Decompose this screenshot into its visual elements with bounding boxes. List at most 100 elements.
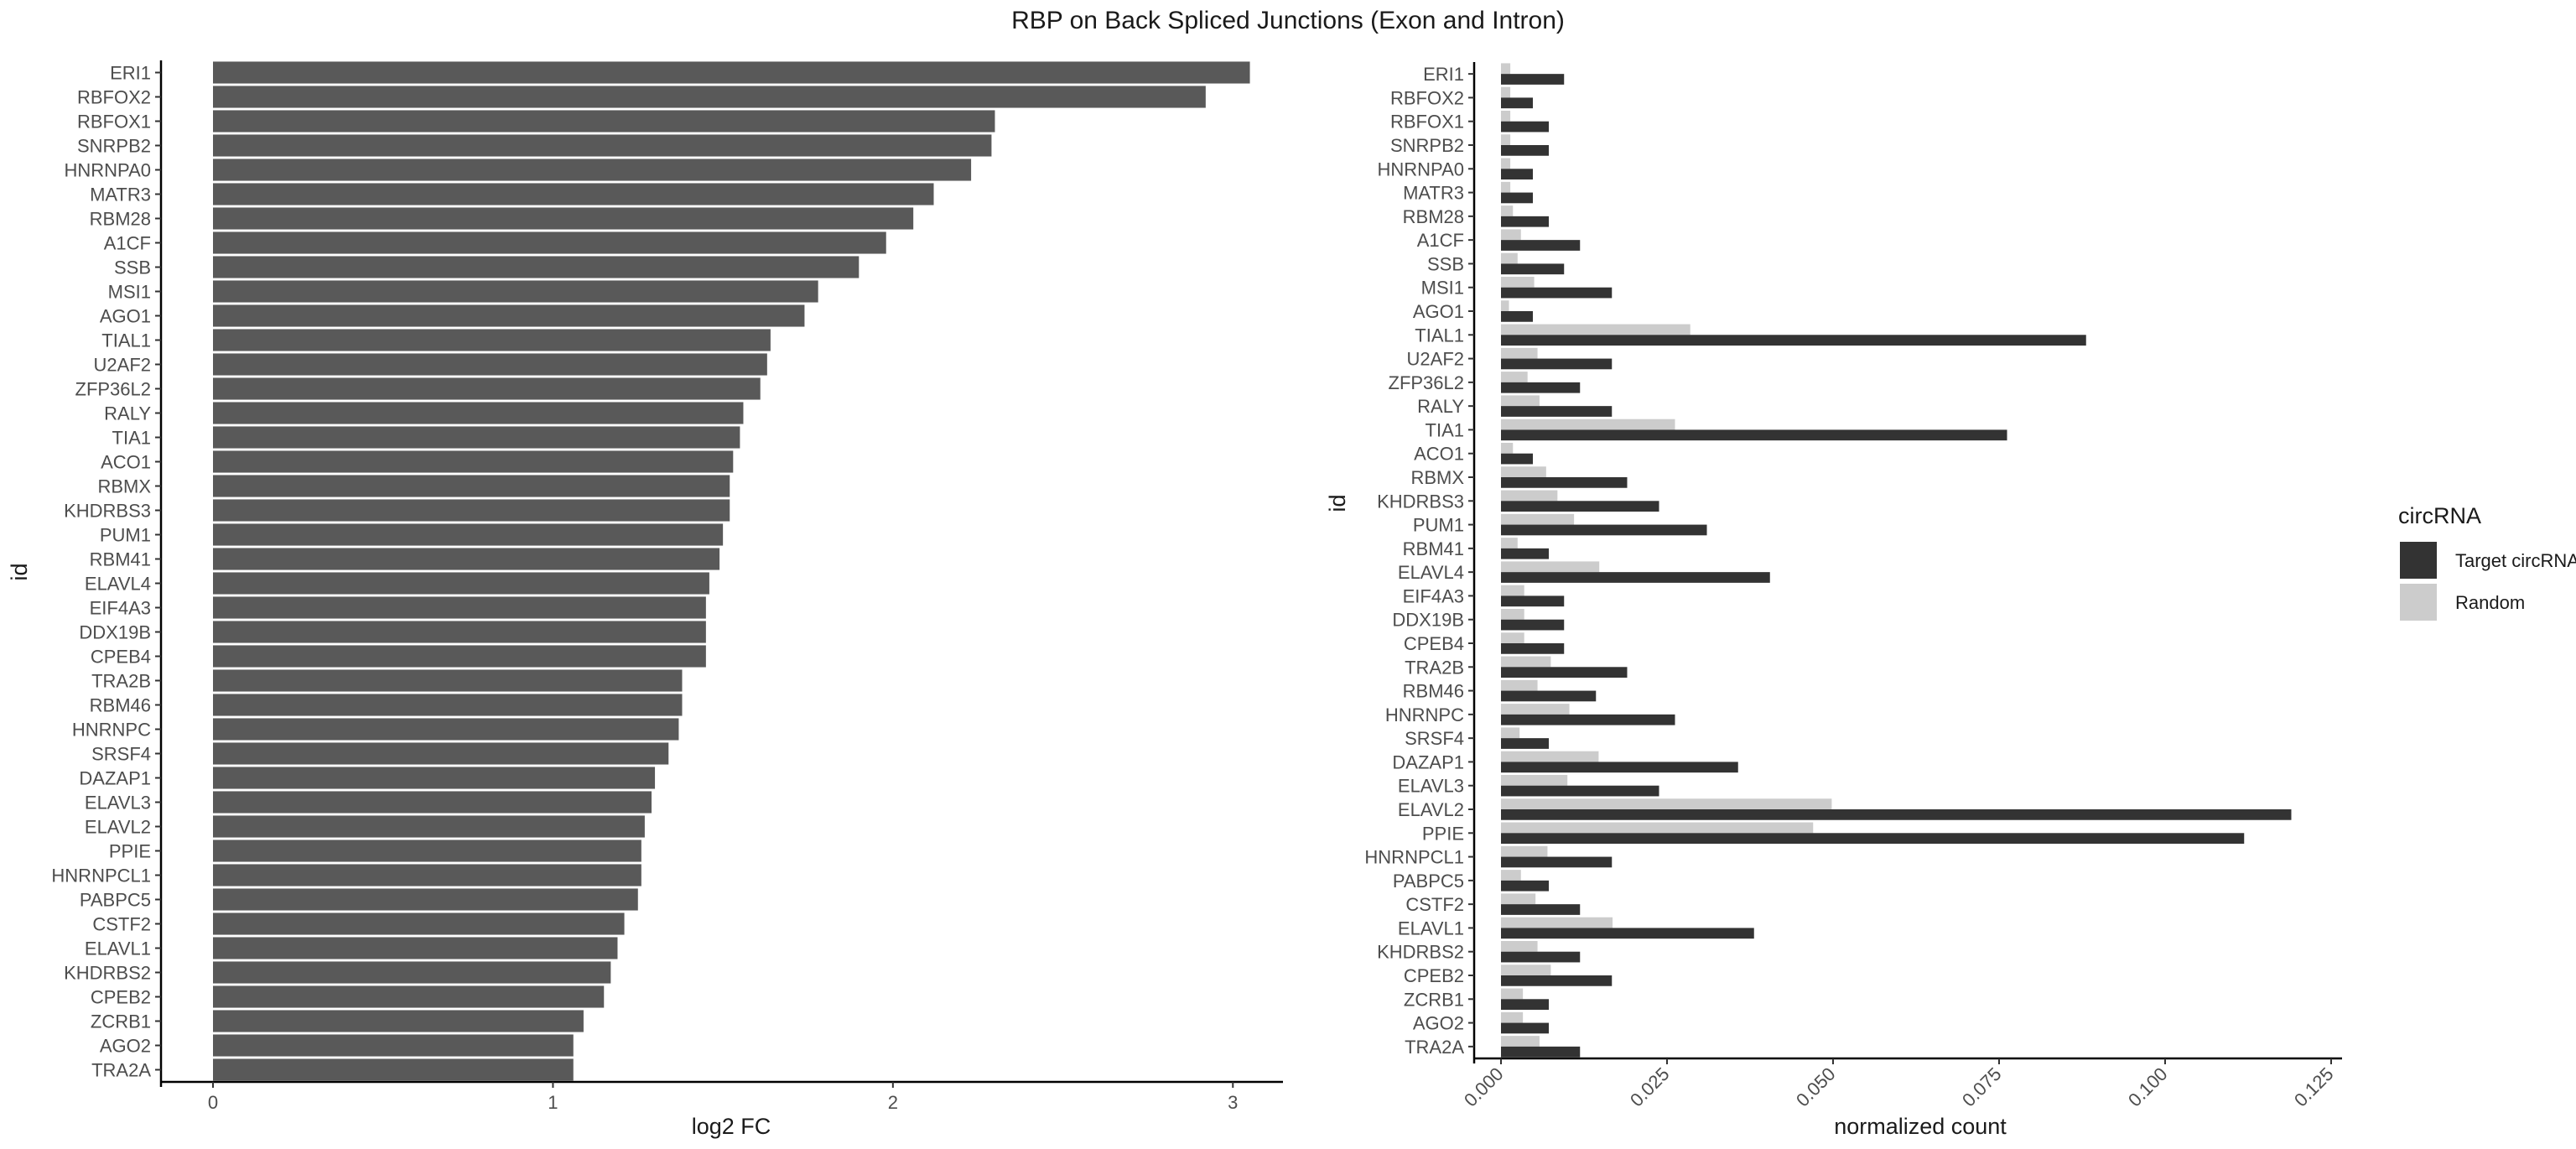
- left-y-tick-label-a1cf: A1CF: [104, 233, 151, 254]
- right-y-tick-label-tia1: TIA1: [1426, 419, 1464, 440]
- bar-random-hnrnpa0: [1501, 158, 1511, 169]
- left-y-tick-label-pabpc5: PABPC5: [80, 890, 151, 911]
- bar-random-raly: [1501, 395, 1540, 407]
- right-y-tick-label-ddx19b: DDX19B: [1392, 610, 1464, 631]
- left-y-tick-label-elavl1: ELAVL1: [85, 938, 151, 959]
- right-y-tick-label-srsf4: SRSF4: [1405, 728, 1464, 749]
- left-y-tick-label-elavl4: ELAVL4: [85, 574, 151, 595]
- bar-random-tra2a: [1501, 1036, 1540, 1047]
- bar-random-zcrb1: [1501, 988, 1524, 1000]
- left-y-tick-label-ddx19b: DDX19B: [79, 622, 151, 643]
- left-y-tick-label-elavl2: ELAVL2: [85, 817, 151, 838]
- bar-random-elavl4: [1501, 561, 1600, 573]
- left-y-tick-label-aco1: ACO1: [101, 452, 151, 473]
- bar-target-hnrnpa0: [1501, 169, 1534, 180]
- legend-label-target-circrnas: Target circRNAs: [2455, 550, 2576, 571]
- right-y-tick-label-zfp36l2: ZFP36L2: [1389, 372, 1465, 393]
- bar-random-khdrbs2: [1501, 940, 1538, 952]
- bar-target-zfp36l2: [1501, 382, 1581, 393]
- bar-random-elavl1: [1501, 917, 1613, 928]
- right-y-tick-label-ago2: AGO2: [1413, 1013, 1464, 1034]
- bar-raly: [213, 402, 744, 424]
- bar-random-rbm46: [1501, 679, 1538, 691]
- right-y-tick-label-rbm28: RBM28: [1403, 206, 1464, 227]
- bar-ago1: [213, 304, 805, 327]
- right-y-tick-label-elavl1: ELAVL1: [1398, 918, 1464, 938]
- bar-random-tial1: [1501, 324, 1690, 335]
- bar-cpeb4: [213, 645, 706, 668]
- bar-random-ago1: [1501, 300, 1509, 311]
- left-y-tick-label-cpeb2: CPEB2: [91, 987, 151, 1008]
- bar-target-matr3: [1501, 192, 1534, 204]
- right-y-tick-label-elavl4: ELAVL4: [1398, 562, 1464, 583]
- bar-rbm41: [213, 548, 720, 570]
- right-x-tick-label-0-000: 0.000: [1460, 1063, 1508, 1111]
- bar-random-rbm41: [1501, 538, 1518, 549]
- bar-random-rbfox2: [1501, 86, 1511, 98]
- bar-random-rbm28: [1501, 205, 1514, 216]
- left-y-tick-label-rbm41: RBM41: [90, 549, 151, 570]
- left-x-tick-label-2: 2: [888, 1092, 898, 1113]
- bar-random-hnrnpcl1: [1501, 845, 1548, 857]
- bar-target-tra2a: [1501, 1046, 1581, 1058]
- bar-random-elavl2: [1501, 798, 1832, 809]
- bar-random-u2af2: [1501, 347, 1538, 359]
- bar-target-srsf4: [1501, 738, 1550, 749]
- bar-dazap1: [213, 767, 656, 789]
- bar-target-hnrnpcl1: [1501, 856, 1613, 868]
- left-y-tick-label-khdrbs2: KHDRBS2: [64, 963, 151, 984]
- bar-u2af2: [213, 353, 767, 376]
- bar-target-rbm28: [1501, 216, 1550, 227]
- bar-tra2b: [213, 669, 683, 692]
- left-y-tick-label-zcrb1: ZCRB1: [91, 1011, 151, 1032]
- bar-target-rbfox1: [1501, 121, 1550, 133]
- right-y-tick-label-khdrbs2: KHDRBS2: [1377, 942, 1464, 963]
- legend: circRNA Target circRNAs Random: [2398, 503, 2576, 621]
- bar-random-ppie: [1501, 822, 1814, 834]
- bar-random-srsf4: [1501, 727, 1520, 739]
- bar-target-ago1: [1501, 311, 1534, 322]
- left-y-tick-label-rbm28: RBM28: [90, 209, 151, 230]
- right-y-tick-label-raly: RALY: [1417, 396, 1464, 417]
- left-x-tick-label-1: 1: [548, 1092, 558, 1113]
- bar-random-cpeb2: [1501, 964, 1551, 975]
- left-y-tick-label-raly: RALY: [104, 403, 151, 424]
- bar-rbfox1: [213, 110, 995, 133]
- right-y-tick-label-elavl2: ELAVL2: [1398, 799, 1464, 820]
- left-x-tick-label-3: 3: [1228, 1092, 1238, 1113]
- bar-cstf2: [213, 912, 625, 935]
- right-y-tick-label-zcrb1: ZCRB1: [1404, 989, 1464, 1010]
- bar-hnrnpa0: [213, 159, 972, 181]
- right-x-tick-label-0-100: 0.100: [2124, 1063, 2172, 1111]
- bar-msi1: [213, 280, 818, 303]
- bar-rbm28: [213, 207, 914, 230]
- bar-target-ppie: [1501, 833, 2245, 845]
- right-y-tick-label-tra2a: TRA2A: [1405, 1037, 1464, 1058]
- bar-random-rbmx: [1501, 466, 1546, 477]
- bar-zcrb1: [213, 1010, 584, 1032]
- bar-random-eif4a3: [1501, 585, 1524, 596]
- bar-random-a1cf: [1501, 229, 1521, 241]
- left-y-tick-label-hnrnpc: HNRNPC: [72, 720, 151, 741]
- bar-target-ssb: [1501, 263, 1565, 275]
- left-y-tick-label-eif4a3: EIF4A3: [90, 598, 151, 619]
- bar-ppie: [213, 840, 641, 862]
- bar-cpeb2: [213, 985, 605, 1008]
- bar-random-elavl3: [1501, 774, 1568, 786]
- bar-target-tra2b: [1501, 667, 1628, 678]
- bar-random-rbfox1: [1501, 110, 1511, 122]
- bar-random-cstf2: [1501, 893, 1536, 905]
- bar-target-tia1: [1501, 429, 2007, 441]
- right-y-tick-label-rbm46: RBM46: [1403, 681, 1464, 702]
- left-y-tick-label-u2af2: U2AF2: [94, 355, 151, 376]
- left-y-tick-label-pum1: PUM1: [100, 525, 151, 546]
- left-y-tick-label-hnrnpa0: HNRNPA0: [64, 160, 151, 181]
- bar-target-raly: [1501, 406, 1613, 417]
- bar-target-ddx19b: [1501, 619, 1565, 631]
- bar-rbm46: [213, 694, 683, 716]
- left-y-tick-label-rbfox1: RBFOX1: [77, 112, 151, 133]
- bar-tial1: [213, 329, 771, 351]
- right-y-tick-label-hnrnpc: HNRNPC: [1385, 704, 1464, 725]
- right-y-tick-label-rbmx: RBMX: [1410, 467, 1464, 488]
